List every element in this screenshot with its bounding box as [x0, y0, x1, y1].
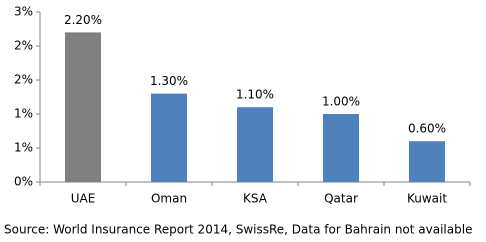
x-tick-label: Kuwait [407, 192, 447, 206]
value-label: 1.30% [150, 74, 188, 88]
y-tick-label: 1% [14, 141, 33, 155]
y-tick-label: 1% [14, 107, 33, 121]
value-label: 1.00% [322, 95, 360, 109]
value-label: 0.60% [408, 122, 446, 136]
x-tick-label: Oman [151, 192, 187, 206]
y-tick-label: 0% [14, 175, 33, 189]
x-tick-label: UAE [71, 192, 96, 206]
bar [323, 114, 359, 182]
y-tick-label: 2% [14, 73, 33, 87]
bar [151, 93, 187, 182]
source-note: Source: World Insurance Report 2014, Swi… [4, 223, 472, 237]
bar [237, 107, 273, 182]
bar [65, 32, 101, 183]
bar [409, 141, 445, 182]
x-tick-label: KSA [243, 192, 268, 206]
value-label: 1.10% [236, 88, 274, 102]
y-tick-label: 2% [14, 39, 33, 53]
x-tick-label: Qatar [324, 192, 358, 206]
y-tick-label: 3% [14, 5, 33, 19]
value-label: 2.20% [64, 13, 102, 27]
